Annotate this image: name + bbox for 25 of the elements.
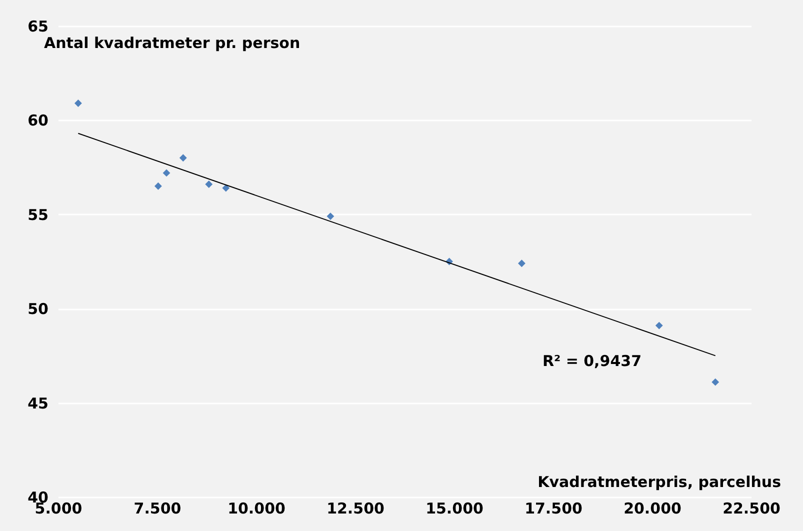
point	[74, 100, 82, 107]
point	[518, 260, 526, 268]
point	[179, 154, 187, 162]
point	[712, 378, 720, 386]
y-tick-label: 50	[28, 300, 48, 318]
point	[655, 322, 663, 330]
y-tick-label: 55	[28, 206, 48, 224]
point	[222, 184, 230, 192]
x-tick-label: 12.500	[326, 500, 384, 518]
y-tick-label: 65	[28, 18, 48, 36]
point	[205, 180, 213, 188]
y-tick-label: 60	[28, 112, 48, 130]
x-tick-label: 22.500	[722, 500, 780, 518]
x-tick-label: 20.000	[624, 500, 682, 518]
x-tick-label: 17.500	[524, 500, 582, 518]
y-axis-title: Antal kvadratmeter pr. person	[44, 34, 300, 52]
x-tick-label: 10.000	[228, 500, 286, 518]
x-axis-title: Kvadratmeterpris, parcelhus	[538, 473, 782, 491]
y-tick-label: 45	[28, 394, 48, 412]
x-tick-label: 15.000	[426, 500, 484, 518]
point	[154, 182, 162, 190]
annotation: R² = 0,9437	[542, 352, 642, 370]
x-tick-label: 7.500	[134, 500, 182, 518]
point	[326, 212, 334, 220]
point	[162, 169, 170, 177]
